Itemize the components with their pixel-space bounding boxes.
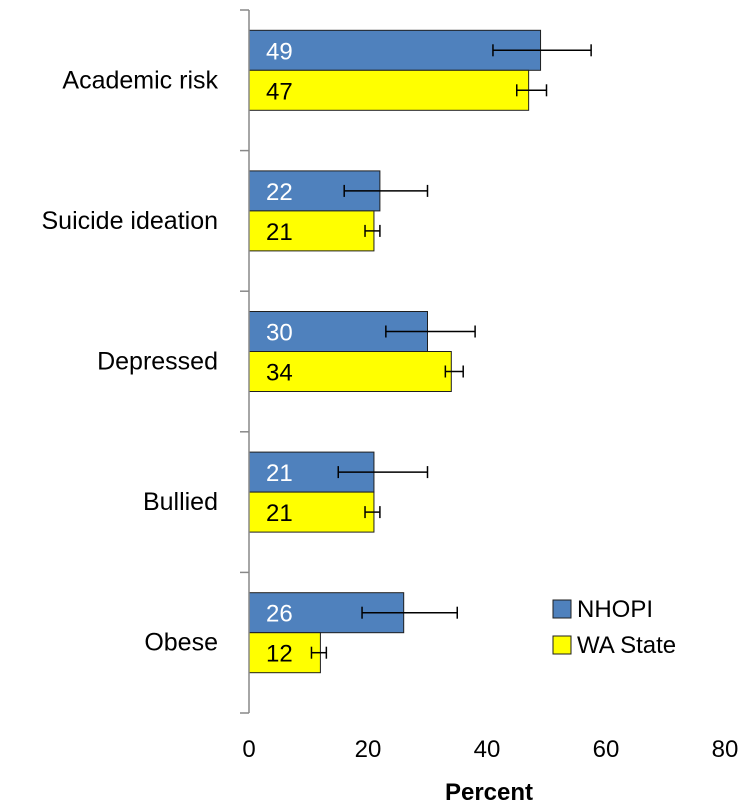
error-bar-wa-state-depressed [444, 365, 464, 378]
x-tick-label-80: 80 [712, 736, 739, 763]
bar-wa-state-bullied [248, 491, 375, 533]
x-tick-label-0: 0 [242, 736, 255, 763]
data-label-nhopi-suicide-ideation: 22 [266, 179, 293, 206]
data-label-wa-state-bullied: 21 [266, 500, 293, 527]
data-label-nhopi-obese: 26 [266, 601, 293, 628]
bar-nhopi-academic-risk [248, 29, 542, 71]
error-bar-nhopi-obese [361, 606, 458, 619]
data-label-wa-state-suicide-ideation: 21 [266, 219, 293, 246]
legend-swatch-wa-state [552, 635, 572, 655]
legend: NHOPI WA State [552, 596, 676, 659]
category-label-bullied: Bullied [143, 488, 218, 516]
x-tick-label-60: 60 [593, 736, 620, 763]
data-label-wa-state-depressed: 34 [266, 360, 293, 387]
bar-wa-state-suicide-ideation [248, 210, 375, 252]
legend-swatch-nhopi [552, 599, 572, 619]
category-labels: Academic risk Suicide ideation Depressed Bu… [41, 66, 218, 656]
bar-wa-state-obese [248, 632, 321, 674]
legend-item-nhopi: NHOPI [552, 596, 653, 623]
x-tick-labels: 0 20 40 60 80 [242, 736, 738, 763]
error-bar-wa-state-academic-risk [516, 84, 548, 97]
category-label-depressed: Depressed [97, 348, 218, 376]
data-label-nhopi-bullied: 21 [266, 460, 293, 487]
error-bar-nhopi-depressed [385, 325, 476, 338]
legend-item-wa-state: WA State [552, 632, 676, 659]
error-bar-wa-state-obese [310, 646, 328, 659]
data-label-nhopi-academic-risk: 49 [266, 38, 293, 65]
x-tick-label-40: 40 [474, 736, 501, 763]
data-label-wa-state-academic-risk: 47 [266, 78, 293, 105]
category-label-obese: Obese [144, 629, 218, 657]
data-label-wa-state-obese: 12 [266, 641, 293, 668]
bars-layer: 49 47 22 21 30 34 21 21 26 12 [248, 29, 592, 674]
error-bar-wa-state-bullied [364, 506, 381, 519]
axes-layer [240, 9, 250, 714]
category-label-academic-risk: Academic risk [62, 66, 218, 94]
data-label-nhopi-depressed: 30 [266, 320, 293, 347]
error-bar-nhopi-suicide-ideation [343, 184, 429, 197]
error-bar-nhopi-academic-risk [492, 44, 592, 57]
bar-wa-state-depressed [248, 351, 452, 392]
error-bar-nhopi-bullied [337, 466, 429, 479]
bar-wa-state-academic-risk [248, 69, 530, 111]
legend-label-nhopi: NHOPI [577, 596, 653, 623]
category-label-suicide-ideation: Suicide ideation [41, 207, 218, 235]
x-tick-label-20: 20 [355, 736, 382, 763]
legend-label-wa-state: WA State [577, 632, 676, 659]
x-axis-title: Percent [445, 779, 533, 806]
error-bar-wa-state-suicide-ideation [364, 224, 381, 237]
